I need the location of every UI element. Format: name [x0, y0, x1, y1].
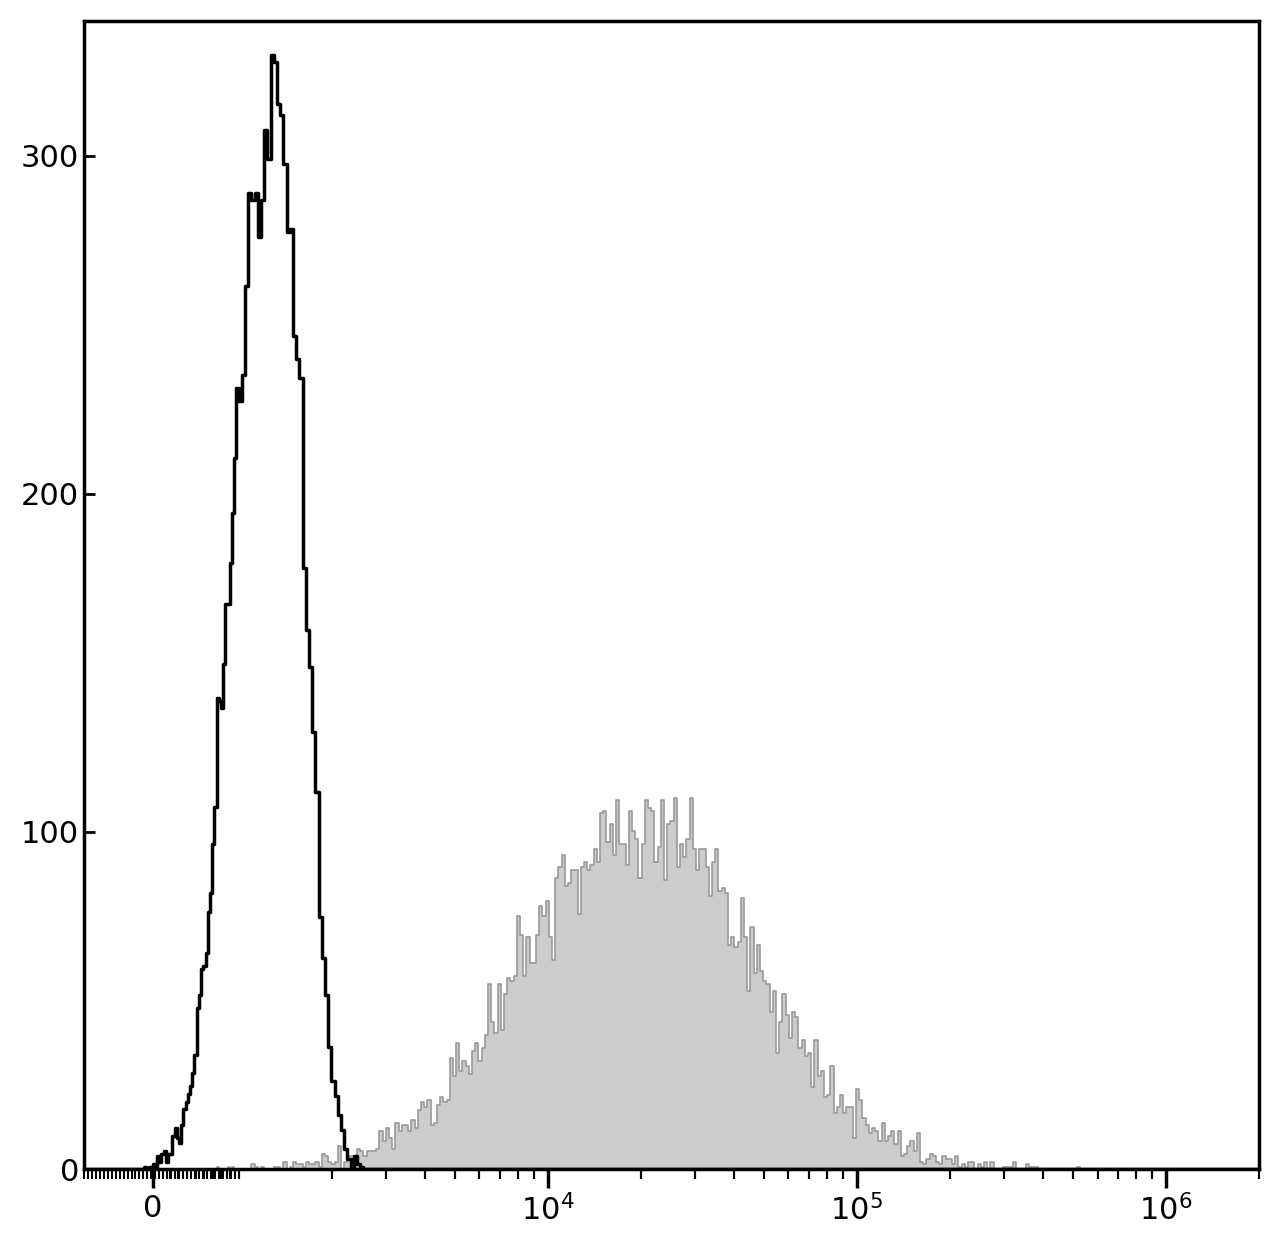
Polygon shape: [84, 798, 1260, 1170]
